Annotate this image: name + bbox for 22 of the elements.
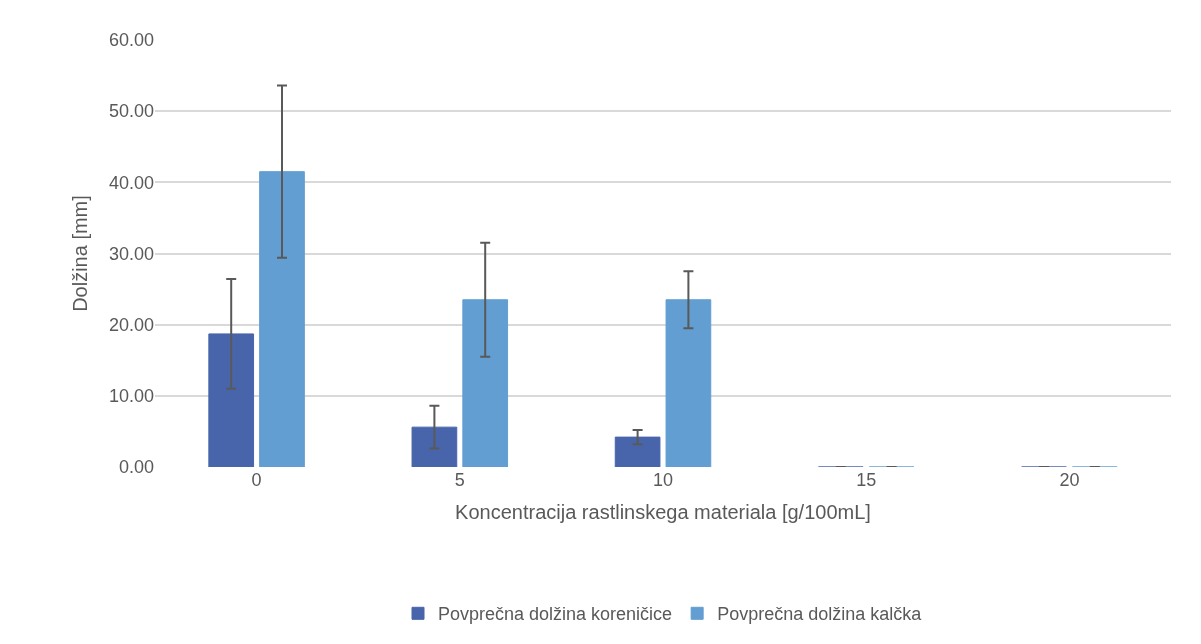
legend-label: Povprečna dolžina koreničice (438, 604, 673, 625)
x-tick-label: 5 (454, 470, 465, 490)
y-tick-label: 60.00 (108, 30, 154, 51)
bar (208, 333, 255, 467)
y-tick-label: 10.00 (108, 386, 154, 407)
x-tick-label: 15 (856, 470, 877, 490)
x-tick-label: 0 (251, 470, 262, 490)
bar (411, 426, 458, 467)
legend-label: Povprečna dolžina kalčka (717, 604, 923, 625)
y-axis-title: Dolžina [mm] (69, 195, 92, 312)
x-tick-label: 10 (652, 470, 674, 490)
bar (665, 299, 712, 467)
bar (614, 436, 661, 467)
x-axis-title: Koncentracija rastlinskega materiala [g/100mL] (455, 500, 871, 523)
x-tick-label: 20 (1059, 470, 1080, 490)
bar (462, 299, 509, 467)
y-tick-label: 30.00 (108, 243, 154, 264)
y-tick-label: 20.00 (108, 314, 154, 335)
y-tick-label: 40.00 (108, 172, 154, 193)
y-tick-label: 0.00 (118, 457, 154, 478)
y-tick-label: 50.00 (108, 101, 154, 122)
bar (259, 171, 305, 467)
